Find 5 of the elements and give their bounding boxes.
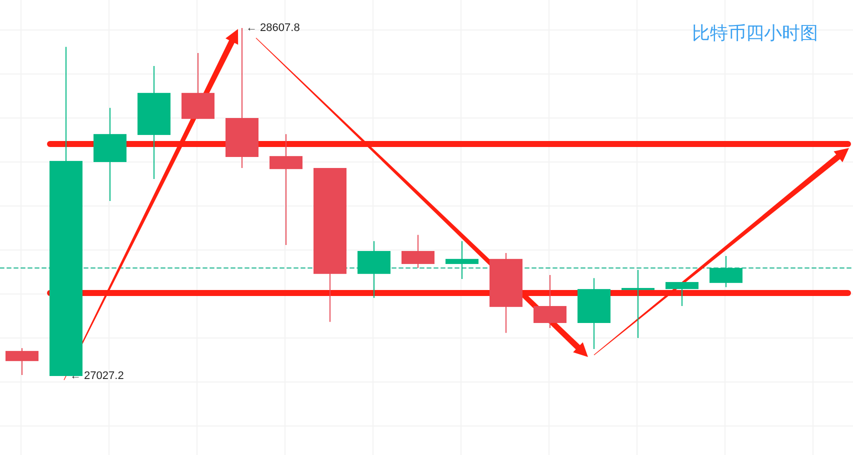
chart-title: 比特币四小时图 (692, 23, 818, 44)
annotation: ← 28607.8 (246, 22, 300, 34)
candlestick (270, 134, 302, 246)
candlestick (622, 269, 654, 338)
candlestick (446, 240, 478, 280)
